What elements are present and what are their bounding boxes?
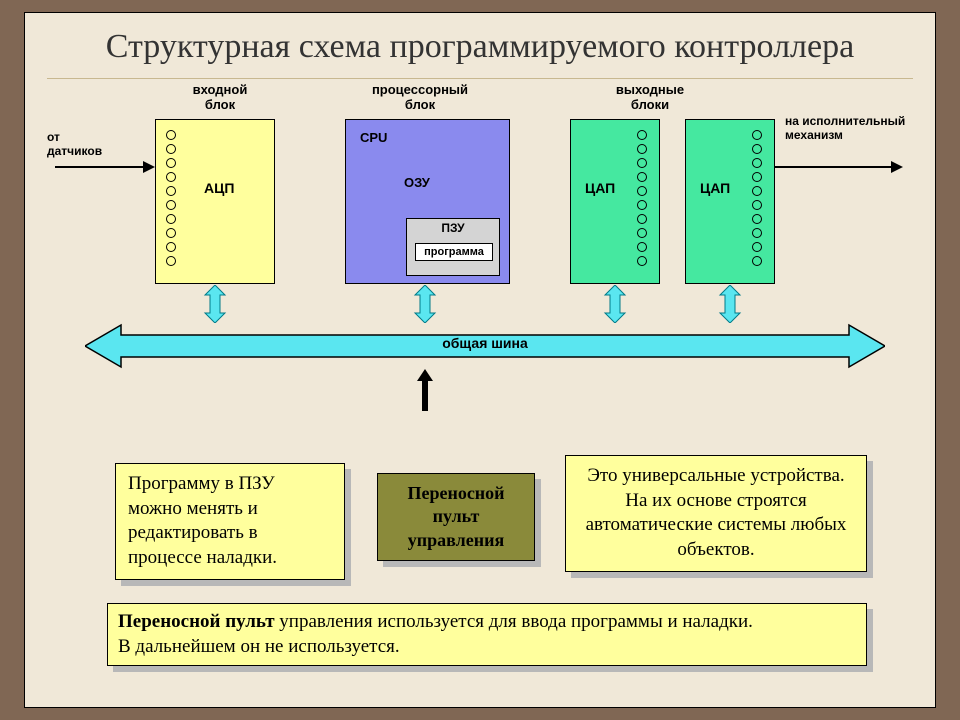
bus-label: общая шина [85, 335, 885, 351]
label-to-actuator: на исполнительныймеханизм [785, 115, 905, 143]
adc-terminals [166, 130, 178, 270]
label-input-block: входнойблок [175, 83, 265, 113]
callout-bottom: Переносной пульт управления используется… [107, 603, 867, 666]
bidir-arrow-dac2 [718, 285, 742, 323]
dac1-terminals [637, 130, 649, 270]
block-dac-2: ЦАП [685, 119, 775, 284]
arrow-from-sensors [55, 157, 155, 177]
callout-left-text: Программу в ПЗУ можно менять и редактиро… [115, 463, 345, 580]
rom-label: ПЗУ [441, 221, 464, 235]
diagram-area: входнойблок процессорныйблок выходныебло… [25, 79, 935, 419]
bidir-arrow-adc [203, 285, 227, 323]
rom-box: ПЗУ программа [406, 218, 500, 276]
block-cpu: CPU ОЗУ ПЗУ программа [345, 119, 510, 284]
cpu-label: CPU [360, 130, 387, 145]
dac1-label: ЦАП [585, 180, 615, 196]
ram-label: ОЗУ [404, 175, 430, 190]
label-from-sensors: отдатчиков [47, 131, 102, 159]
block-dac-1: ЦАП [570, 119, 660, 284]
bidir-arrow-dac1 [603, 285, 627, 323]
callout-center: Переноснойпультуправления [377, 473, 535, 561]
label-output-blocks: выходныеблоки [605, 83, 695, 113]
block-adc: АЦП [155, 119, 275, 284]
callout-right-text: Это универсальные устройства. На их осно… [565, 455, 867, 572]
label-processor-block: процессорныйблок [365, 83, 475, 113]
dac2-terminals [752, 130, 764, 270]
adc-label: АЦП [204, 180, 234, 196]
callout-center-text: Переноснойпультуправления [377, 473, 535, 561]
slide-title: Структурная схема программируемого контр… [25, 13, 935, 74]
slide-frame: Структурная схема программируемого контр… [24, 12, 936, 708]
callout-left: Программу в ПЗУ можно менять и редактиро… [115, 463, 345, 580]
arrow-console-to-bus [415, 369, 435, 411]
program-box: программа [415, 243, 493, 261]
bus: общая шина [85, 323, 885, 369]
bidir-arrow-cpu [413, 285, 437, 323]
arrow-to-actuator [773, 157, 903, 177]
dac2-label: ЦАП [700, 180, 730, 196]
callout-right: Это универсальные устройства. На их осно… [565, 455, 867, 572]
